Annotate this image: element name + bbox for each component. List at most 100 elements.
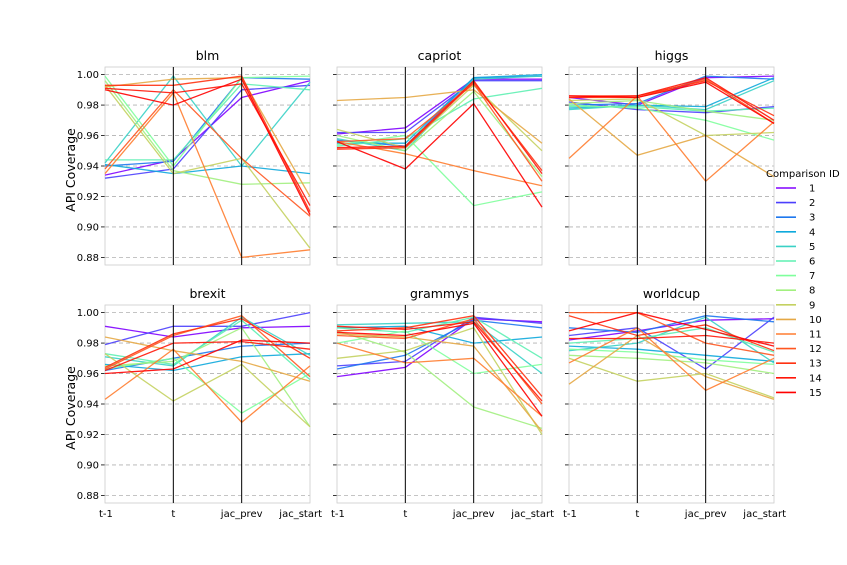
series-line-15: [568, 311, 775, 347]
series-line-4: [104, 353, 311, 372]
legend-item-7: 7: [776, 271, 815, 282]
series-line-5: [336, 321, 543, 375]
series-line-2: [337, 80, 542, 134]
legend-item-14: 14: [776, 373, 822, 384]
series-line-12: [104, 314, 311, 378]
legend-item-1: 1: [776, 184, 815, 195]
series-line-9: [104, 84, 311, 249]
y-axis-label-bottom: API Coverage: [63, 366, 78, 450]
panel-frame: [104, 304, 311, 504]
series-line-1: [336, 78, 542, 135]
panel-title: brexit: [189, 286, 225, 301]
y-tick-label: 1.00: [77, 308, 99, 319]
series-line-10: [104, 336, 311, 382]
series-line-9: [336, 327, 543, 435]
series-line-15: [336, 102, 543, 208]
panel-title: grammys: [410, 286, 469, 301]
series-line-7: [104, 75, 311, 168]
x-tick-label: jac_prev: [684, 509, 727, 520]
series-line-9: [336, 84, 543, 152]
legend-label: 6: [809, 257, 815, 268]
series-line-8: [104, 326, 311, 428]
legend-item-11: 11: [776, 330, 822, 341]
legend-item-4: 4: [776, 227, 815, 238]
series-line-4: [568, 345, 775, 363]
series-line-3: [568, 315, 775, 334]
legend-label: 12: [809, 344, 822, 355]
y-tick-label: 0.88: [77, 491, 99, 502]
series-line-2: [104, 84, 311, 179]
panel-frame: [336, 66, 543, 266]
series-line-7: [336, 134, 543, 207]
series-line-1: [568, 75, 775, 106]
series-line-9: [104, 353, 311, 428]
legend-label: 14: [809, 373, 822, 384]
y-tick-label: 0.94: [77, 162, 99, 173]
series-line-4: [336, 325, 543, 344]
legend-label: 10: [809, 315, 822, 326]
series-line-14: [569, 334, 775, 344]
x-tick-label: jac_start: [742, 509, 786, 520]
legend-label: 11: [809, 330, 822, 341]
legend-item-6: 6: [776, 257, 815, 268]
legend-label: 13: [809, 359, 822, 370]
panel-brexit: 0.88 0.90 0.92 0.94 0.96 0.98 1.00 brexit t-1 t ja…: [77, 286, 322, 520]
y-tick-label: 0.94: [77, 400, 99, 411]
legend-item-10: 10: [776, 315, 822, 326]
series-line-1: [568, 318, 775, 341]
series-line-8: [336, 90, 543, 178]
panel-title: capriot: [418, 48, 462, 63]
y-tick-label: 0.96: [77, 131, 99, 142]
legend-label: 2: [809, 198, 815, 209]
series-line-11: [336, 140, 543, 187]
series-line-10: [104, 77, 311, 197]
y-axis-label-top: API Coverage: [63, 128, 78, 212]
legend-label: 4: [809, 227, 815, 238]
series-line-8: [336, 330, 543, 430]
series-line-11: [104, 91, 311, 259]
series-line-10: [336, 333, 543, 432]
panel-title: blm: [196, 48, 220, 63]
series-line-4: [104, 163, 311, 175]
series-line-11: [568, 327, 775, 392]
series-line-8: [104, 80, 311, 185]
legend-title: Comparison ID: [766, 169, 840, 180]
x-tick-label: jac_prev: [220, 509, 263, 520]
y-tick-label: 0.92: [77, 192, 99, 203]
panel-frame: [568, 304, 775, 504]
series-line-9: [568, 98, 775, 137]
series-line-6: [336, 87, 543, 147]
panel-higgs: higgs: [565, 48, 775, 266]
legend-label: 1: [809, 184, 815, 195]
series-line-11: [104, 348, 311, 424]
legend-label: 7: [809, 271, 815, 282]
x-tick-label: t: [403, 509, 407, 520]
legend-item-8: 8: [776, 286, 815, 297]
series-line-7: [568, 104, 775, 141]
y-tick-label: 0.92: [77, 430, 99, 441]
series-line-9: [568, 357, 775, 399]
x-tick-label: t: [635, 509, 639, 520]
x-tick-label: t: [171, 509, 175, 520]
series-line-14: [104, 340, 311, 372]
series-line-15: [568, 81, 775, 124]
series-line-3: [104, 77, 311, 167]
series-line-12: [104, 88, 311, 217]
series-line-1: [104, 325, 311, 338]
legend-item-13: 13: [776, 359, 822, 370]
y-tick-label: 1.00: [77, 70, 99, 81]
panel-title: higgs: [655, 48, 689, 63]
panel-blm: 0.88 0.90 0.92 0.94 0.96 0.98 1.00 blm: [77, 48, 311, 266]
legend-label: 15: [809, 388, 822, 399]
legend-label: 8: [809, 286, 815, 297]
series-line-13: [569, 80, 775, 117]
legend-item-2: 2: [776, 198, 815, 209]
series-line-13: [336, 314, 543, 397]
series-line-12: [569, 311, 775, 356]
series-line-15: [104, 339, 311, 375]
series-line-11: [336, 342, 543, 417]
series-line-12: [336, 82, 543, 182]
series-line-15: [336, 322, 543, 417]
series-line-14: [336, 79, 543, 174]
